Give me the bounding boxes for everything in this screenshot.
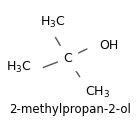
Text: C: C bbox=[63, 52, 72, 65]
Text: H$_3$C: H$_3$C bbox=[40, 15, 66, 30]
Text: CH$_3$: CH$_3$ bbox=[85, 85, 110, 100]
Text: H$_3$C: H$_3$C bbox=[6, 60, 31, 75]
Text: 2-methylpropan-2-ol: 2-methylpropan-2-ol bbox=[9, 103, 131, 116]
Text: OH: OH bbox=[99, 39, 118, 52]
